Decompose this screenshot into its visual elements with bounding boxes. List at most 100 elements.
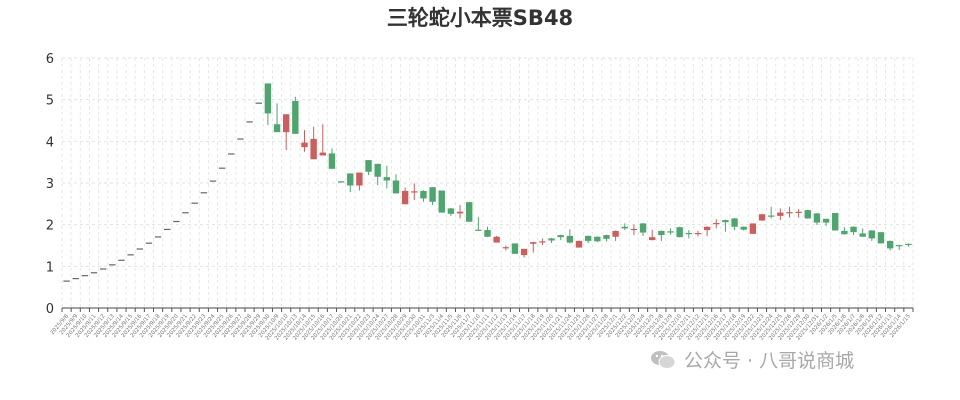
candle xyxy=(255,102,262,104)
candle-body xyxy=(154,236,162,238)
y-tick-label: 6 xyxy=(46,52,54,67)
candle xyxy=(420,190,427,202)
candle xyxy=(832,213,839,231)
candle xyxy=(713,219,720,229)
candle-body xyxy=(237,138,244,140)
candle xyxy=(877,232,885,244)
candle-body xyxy=(228,153,235,155)
candle-body xyxy=(594,236,601,242)
candle xyxy=(182,212,189,214)
candle-body xyxy=(630,228,638,231)
y-tick-label: 0 xyxy=(46,302,54,317)
candle xyxy=(777,208,784,221)
candle-body xyxy=(347,173,354,186)
candle xyxy=(511,243,519,254)
candle-body xyxy=(511,243,519,254)
candle xyxy=(484,226,491,238)
candle-body xyxy=(502,247,510,249)
candle xyxy=(292,96,299,134)
candle xyxy=(850,226,857,236)
candle xyxy=(676,226,683,238)
candle-body xyxy=(81,275,89,277)
candle-body xyxy=(886,240,894,249)
watermark: 公众号 · 八哥说商城 xyxy=(650,346,854,373)
candle-body xyxy=(621,226,628,229)
candle xyxy=(804,209,811,219)
candle-body xyxy=(658,230,665,236)
candle-body xyxy=(356,172,363,186)
candle-body xyxy=(822,218,830,223)
candle xyxy=(749,223,757,234)
candle xyxy=(200,192,208,194)
candle xyxy=(273,103,281,133)
candle xyxy=(557,234,564,241)
candle xyxy=(164,228,171,231)
candle-body xyxy=(758,214,766,221)
candle-body xyxy=(209,180,217,182)
candle-body xyxy=(786,212,793,214)
candle xyxy=(584,235,592,243)
candle xyxy=(822,218,830,226)
candle xyxy=(658,230,665,241)
candle xyxy=(731,218,738,231)
y-tick-label: 2 xyxy=(46,219,54,234)
candle xyxy=(758,213,766,221)
candle-body xyxy=(896,245,903,247)
candle xyxy=(310,126,317,160)
candle-body xyxy=(264,83,272,114)
candle xyxy=(328,148,336,169)
chart-title: 三轮蛇小本票SB48 xyxy=(386,6,574,30)
candle-body xyxy=(749,223,757,234)
candle xyxy=(154,236,162,238)
candle xyxy=(218,167,226,169)
candle xyxy=(81,275,89,277)
candle xyxy=(566,229,574,244)
candle-body xyxy=(118,259,125,261)
candle xyxy=(621,223,628,231)
candle xyxy=(703,226,711,236)
grid xyxy=(61,57,914,308)
candle-body xyxy=(493,236,500,243)
candles xyxy=(63,83,912,282)
candle xyxy=(722,219,729,232)
candle xyxy=(392,174,400,194)
y-tick-label: 4 xyxy=(46,135,54,150)
candle-body xyxy=(173,220,180,223)
y-tick-label: 1 xyxy=(46,260,54,275)
candle-body xyxy=(438,190,445,213)
candle-body xyxy=(520,248,528,256)
candle-body xyxy=(328,153,336,169)
candle xyxy=(813,213,821,226)
candle xyxy=(191,202,198,204)
candle-body xyxy=(392,180,400,194)
candle-body xyxy=(539,241,546,243)
candle-body xyxy=(401,190,409,205)
candle-body xyxy=(420,190,427,199)
candle-body xyxy=(868,230,876,239)
candle xyxy=(401,187,409,205)
candle xyxy=(337,180,345,183)
candle xyxy=(365,160,372,176)
candle xyxy=(173,220,180,223)
candle xyxy=(301,130,308,152)
candle-body xyxy=(777,212,784,216)
candle xyxy=(282,114,290,151)
candle-body xyxy=(429,187,436,202)
candle xyxy=(502,245,510,251)
candle xyxy=(859,228,866,237)
candle xyxy=(456,205,464,219)
candle xyxy=(740,226,747,231)
y-axis: 0 1 2 3 4 5 6 xyxy=(46,52,54,317)
candle xyxy=(530,241,537,253)
candle xyxy=(639,223,647,236)
candle-body xyxy=(319,152,326,156)
candle xyxy=(136,248,143,250)
candle xyxy=(411,183,418,201)
candle-body xyxy=(612,230,619,237)
candle-body xyxy=(859,233,866,237)
candle xyxy=(465,201,473,222)
candle xyxy=(90,272,98,274)
candle-body xyxy=(694,233,702,235)
candle xyxy=(109,264,116,266)
